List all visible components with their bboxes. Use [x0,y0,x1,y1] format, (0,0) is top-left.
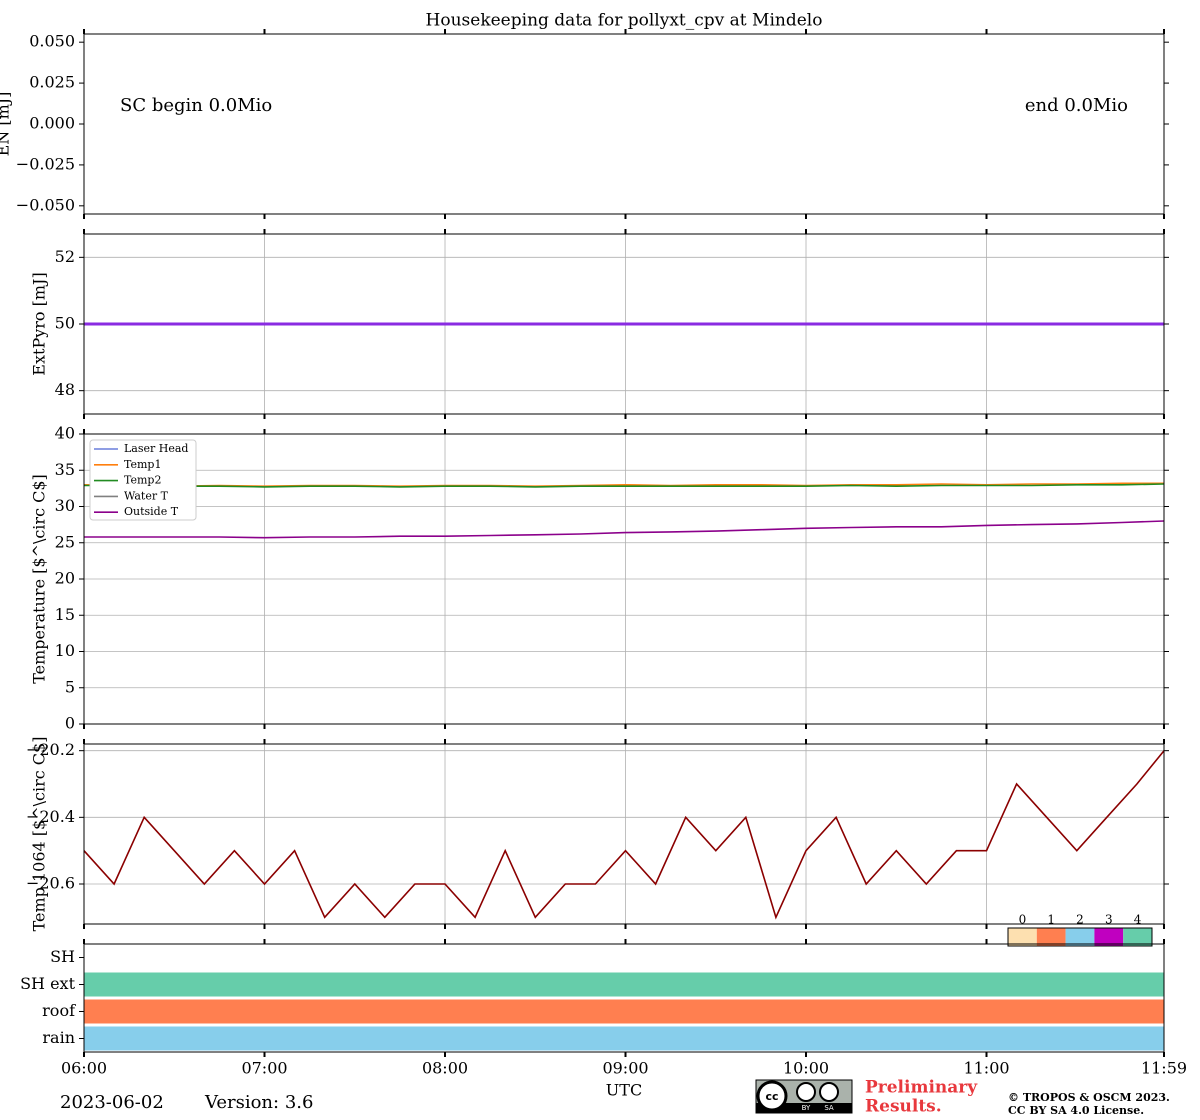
x-tick-label: 06:00 [61,1059,107,1078]
x-tick-label: 09:00 [602,1059,648,1078]
plot-frame [83,233,1165,415]
y-tick-label: −0.050 [16,195,75,214]
y-label: Temperature [$^\circ C$] [30,474,49,684]
y-tick-label: 30 [55,496,75,515]
version: Version: 3.6 [204,1092,313,1113]
y-label: Temp 1064 [$^\circ C$] [30,737,49,932]
colorbar-cell [1094,928,1124,946]
status-bar [84,972,1164,997]
colorbar-label: 3 [1105,913,1113,927]
y-label: EN [mJ] [0,92,13,157]
colorbar-cell [1123,928,1152,946]
colorbar-label: 1 [1047,913,1055,927]
plot-frame [83,743,1165,925]
plot-frame [83,433,1165,725]
y-tick-label: 35 [55,460,75,479]
preliminary: Results. [865,1097,942,1117]
plot-frame [83,943,1165,1053]
y-tick-label: 25 [55,532,75,551]
colorbar-cell [1008,928,1037,946]
x-tick-label: 10:00 [783,1059,829,1078]
y-tick-label: 0.000 [29,114,75,133]
y-tick-label: −20.6 [26,874,75,893]
y-tick-label: −0.025 [16,154,75,173]
legend-label: Outside T [124,505,179,518]
plot-area [84,34,1164,214]
y-tick-label: 15 [55,605,75,624]
status-bar [84,999,1164,1024]
y-tick-label: 0 [65,714,75,733]
date: 2023-06-02 [60,1092,164,1113]
x-tick-label: 08:00 [422,1059,468,1078]
legend-box [89,439,197,521]
y-tick-label: −20.4 [26,807,75,826]
y-tick-label: 0.050 [29,32,75,51]
series-line [84,520,1165,539]
y-label: ExtPyro [mJ] [30,272,49,375]
svg-text:SA: SA [824,1104,834,1112]
copyright: © TROPOS & OSCM 2023. [1008,1091,1170,1104]
colorbar-cell [1065,928,1095,946]
legend-label: Laser Head [124,442,188,455]
copyright: CC BY SA 4.0 License. [1008,1104,1144,1117]
y-tick-label: 10 [55,641,75,660]
plot-area [84,744,1164,924]
y-tick-label: SH ext [20,974,75,993]
series-line [84,483,1165,488]
legend-label: Temp2 [124,474,161,487]
x-tick-label: 11:59 [1141,1059,1187,1078]
svg-text:BY: BY [802,1104,811,1112]
y-tick-label: roof [42,1001,76,1020]
colorbar-label: 0 [1019,913,1027,927]
colorbar-label: 2 [1076,913,1084,927]
legend-label: Temp1 [124,458,161,471]
x-label: UTC [606,1081,642,1100]
y-tick-label: 5 [65,677,75,696]
y-tick-label: 20 [55,569,75,588]
cc-logo: cc BY SA [755,1079,853,1114]
y-tick-label: rain [42,1028,75,1047]
x-tick-label: 11:00 [963,1059,1009,1078]
plot-frame [83,33,1165,215]
colorbar-frame [1007,927,1153,947]
legend-label: Water T [124,489,169,502]
status-bar [84,1026,1164,1051]
preliminary: Preliminary [865,1078,978,1098]
y-tick-label: SH [50,947,75,966]
annotation: SC begin 0.0Mio [120,95,272,116]
y-tick-label: 40 [55,424,75,443]
annotation: end 0.0Mio [1025,95,1128,116]
y-tick-label: 50 [55,314,75,333]
colorbar-cell [1036,928,1066,946]
title: Housekeeping data for pollyxt_cpv at Min… [426,11,823,31]
series-line [83,750,1165,920]
y-tick-label: 52 [55,247,75,266]
colorbar-label: 4 [1134,913,1142,927]
svg-text:cc: cc [765,1090,778,1103]
y-tick-label: −20.2 [26,740,75,759]
y-tick-label: 48 [55,380,75,399]
y-tick-label: 0.025 [29,73,75,92]
x-tick-label: 07:00 [241,1059,287,1078]
